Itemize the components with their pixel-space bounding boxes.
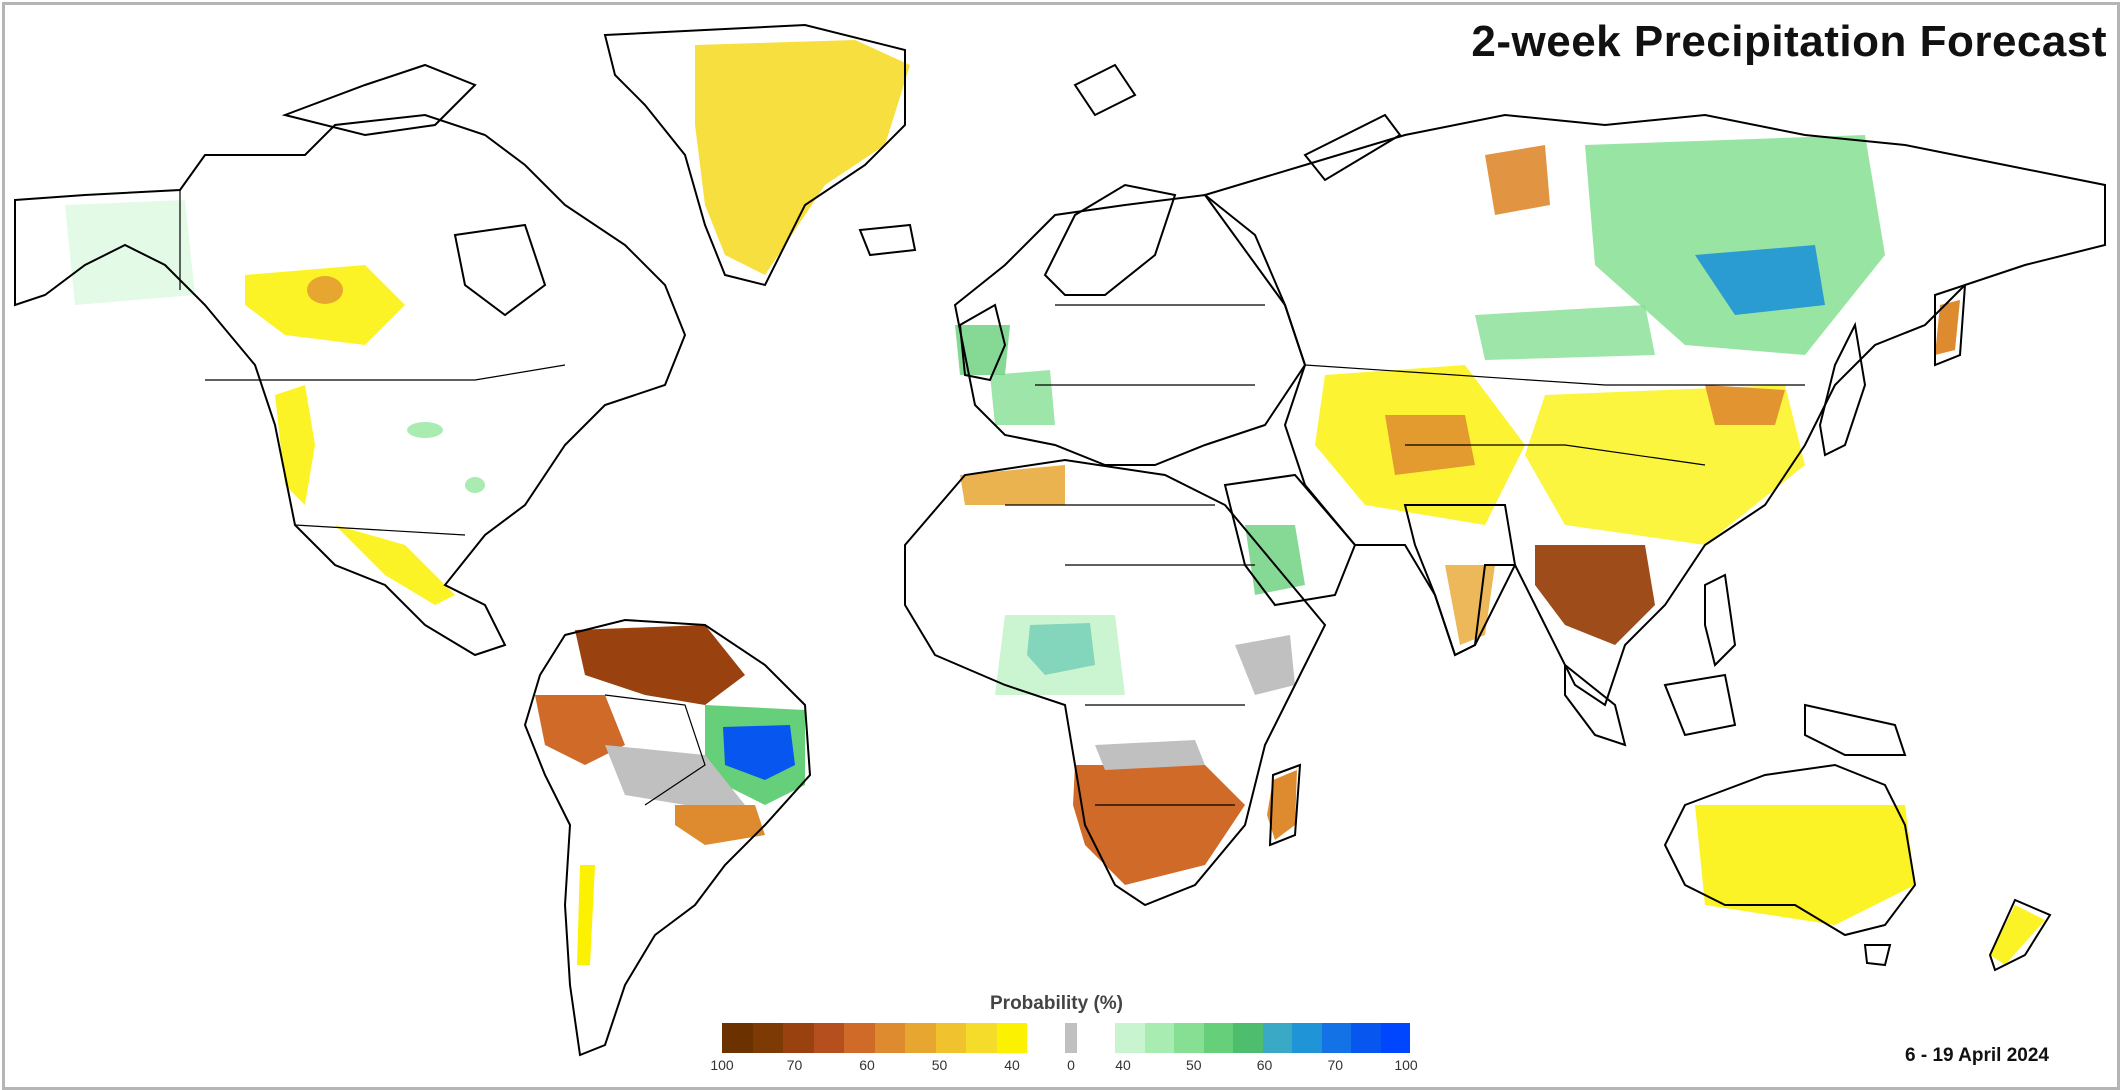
dry-ramp-swatch-5 <box>874 1023 905 1053</box>
shade-mexico <box>335 525 455 605</box>
dry-tick-0: 100 <box>710 1057 734 1073</box>
dry-ramp-swatch-8 <box>966 1023 997 1053</box>
outline-arctic-islands <box>281 63 477 137</box>
dry-ramp-swatch-1 <box>752 1023 783 1053</box>
dry-ramp-swatch-2 <box>783 1023 814 1053</box>
continent-outlines <box>14 23 2106 1057</box>
dry-color-ramp <box>722 1023 1027 1053</box>
outline-australia <box>1663 763 1917 937</box>
outline-iceland <box>858 223 917 257</box>
outline-sumatra <box>1564 662 1627 747</box>
shade-brazil-gray <box>605 745 745 805</box>
outline-borneo <box>1663 673 1737 737</box>
outline-hudson-bay <box>453 223 547 317</box>
wet-ramp-swatch-4 <box>1233 1023 1263 1053</box>
shade-siberia-green2 <box>1475 305 1655 360</box>
dry-tick-2: 60 <box>859 1057 875 1073</box>
shade-greenland <box>695 40 910 275</box>
shade-uk <box>955 325 1010 375</box>
forecast-shading <box>65 40 2045 965</box>
shade-china-orange <box>1705 385 1785 425</box>
neutral-ramp-swatch-0 <box>1065 1023 1077 1053</box>
wet-color-ramp <box>1115 1023 1410 1053</box>
outline-greenland <box>603 23 906 287</box>
wet-tick-2: 60 <box>1256 1057 1273 1073</box>
world-map <box>14 23 2106 1057</box>
outline-asia <box>1203 113 2106 707</box>
shade-morocco <box>960 465 1065 505</box>
shade-brazil-orange <box>675 805 765 845</box>
shade-eafrica-gray <box>1235 635 1295 695</box>
dry-tick-1: 70 <box>786 1057 803 1073</box>
shade-madagascar <box>1267 770 1297 840</box>
shade-western-canada <box>245 265 405 345</box>
shade-seasia <box>1535 545 1655 645</box>
outline-newguinea <box>1804 703 1907 756</box>
dry-ramp-swatch-9 <box>996 1023 1027 1053</box>
shade-nz <box>1990 905 2045 965</box>
shade-nsa-orange <box>535 695 625 765</box>
dry-ramp-swatch-4 <box>844 1023 875 1053</box>
shade-india <box>1445 565 1495 645</box>
wet-ramp-swatch-6 <box>1292 1023 1322 1053</box>
neutral-color-swatch <box>1065 1023 1077 1053</box>
shade-safrica-gray <box>1095 740 1205 770</box>
dry-ramp-swatch-7 <box>935 1023 966 1053</box>
wet-ramp-swatch-8 <box>1351 1023 1381 1053</box>
outline-madagascar <box>1268 763 1302 847</box>
shade-wafrica-green <box>995 615 1125 695</box>
wet-tick-3: 70 <box>1327 1057 1344 1073</box>
date-range: 6 - 19 April 2024 <box>1905 1045 2049 1066</box>
outline-kamchatka <box>1934 283 1967 367</box>
outline-tasmania <box>1863 944 1892 967</box>
shade-kamchatka <box>1935 300 1960 355</box>
legend-title: Probability (%) <box>990 993 1124 1014</box>
outline-uk <box>958 303 1007 382</box>
dry-tick-4: 40 <box>1004 1057 1020 1073</box>
dry-ramp-swatch-0 <box>722 1023 753 1053</box>
outline-south-america <box>523 618 812 1057</box>
outline-india <box>1403 504 1517 657</box>
wet-tick-4: 100 <box>1394 1057 1418 1073</box>
outline-scandinavia <box>1043 183 1177 296</box>
probability-legend: Probability (%) 100 70 60 50 40 0 40 50 60 70 100 <box>705 987 1425 1073</box>
shade-nsa-brown <box>575 625 745 705</box>
dry-ramp-swatch-3 <box>813 1023 844 1053</box>
country-borders <box>179 190 1805 806</box>
outline-europe <box>953 193 1307 466</box>
wet-ramp-swatch-9 <box>1380 1023 1410 1053</box>
map-title: 2-week Precipitation Forecast <box>1471 17 2107 66</box>
wet-ramp-swatch-7 <box>1321 1023 1351 1053</box>
outline-svalbard <box>1073 63 1137 117</box>
outline-africa <box>904 458 1327 907</box>
wet-tick-1: 50 <box>1185 1057 1202 1073</box>
shade-australia <box>1695 805 1915 925</box>
dry-tick-3: 50 <box>931 1057 948 1073</box>
shade-russia-north <box>1485 145 1550 215</box>
shade-france-green <box>990 370 1055 425</box>
shade-canada-orange <box>307 276 343 304</box>
outline-novaya-zemlya <box>1303 113 1402 182</box>
shade-siberia-blue <box>1695 245 1825 315</box>
shade-ebrazil-blue <box>723 725 795 780</box>
shade-alaska <box>65 200 195 305</box>
wet-ramp-swatch-0 <box>1115 1023 1145 1053</box>
shade-chile <box>577 865 595 965</box>
shade-safrica <box>1073 765 1245 885</box>
wet-ramp-swatch-5 <box>1262 1023 1292 1053</box>
shade-arabia-green <box>1245 525 1305 595</box>
outline-north-america <box>14 113 687 657</box>
outline-japan <box>1818 321 1867 457</box>
outline-philippines <box>1704 573 1737 667</box>
neutral-tick-0: 0 <box>1067 1057 1075 1073</box>
wet-tick-0: 40 <box>1115 1057 1131 1073</box>
wet-ramp-swatch-2 <box>1174 1023 1204 1053</box>
wet-ramp-swatch-3 <box>1203 1023 1233 1053</box>
shade-us-westcoast <box>275 385 315 505</box>
dry-ramp-swatch-6 <box>905 1023 936 1053</box>
outline-new-zealand <box>1988 898 2052 972</box>
legend-ticks: 100 70 60 50 40 0 40 50 60 70 100 <box>705 1057 1425 1073</box>
wet-ramp-swatch-1 <box>1144 1023 1174 1053</box>
